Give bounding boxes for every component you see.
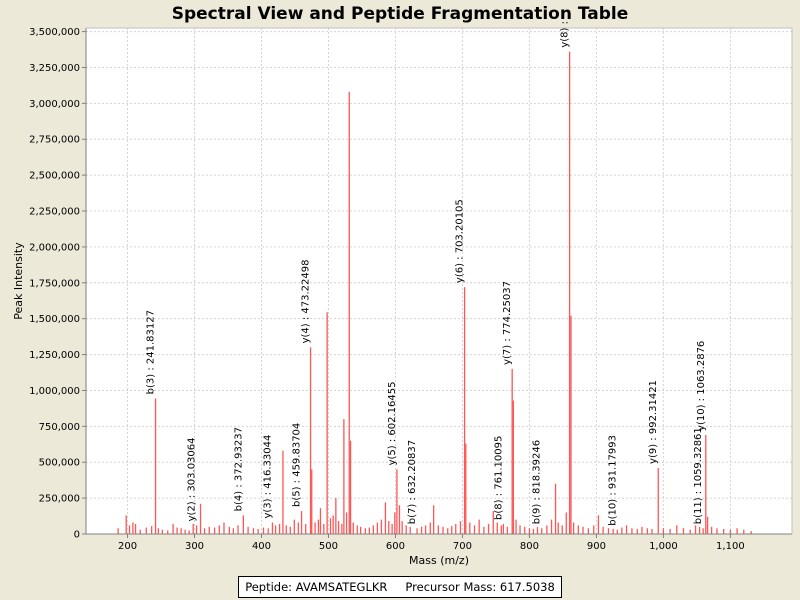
peak-annotation: y(5) : 602.16455	[387, 382, 398, 466]
precursor-mass-label: Precursor Mass: 617.5038	[405, 580, 555, 594]
y-tick-label: 2,500,000	[29, 171, 80, 182]
peak-bars	[117, 51, 752, 534]
x-tick-label: 200	[118, 541, 137, 552]
peak-annotation: y(4) : 473.22498	[301, 259, 312, 343]
y-tick-label: 2,000,000	[29, 242, 80, 253]
peak-annotation: b(3) : 241.83127	[146, 310, 157, 394]
peptide-label: Peptide: AVAMSATEGLKR	[245, 580, 388, 594]
peak-annotation: y(6) : 703.20105	[455, 199, 466, 283]
y-tick-label: 2,750,000	[29, 135, 80, 146]
y-tick-label: 2,250,000	[29, 207, 80, 218]
x-axis-title: Mass (m/z)	[409, 554, 469, 567]
peak-annotation: y(9) : 992.31421	[648, 380, 659, 464]
y-tick-label: 1,500,000	[29, 314, 80, 325]
plot-area	[86, 28, 792, 534]
x-tick-label: 1,000	[649, 541, 678, 552]
axes: 0 250,000 500,000 750,000 1,000,000 1,250,000…	[29, 27, 793, 552]
peak-annotations: b(3) : 241.83127 y(2) : 303.03064 b(4) : 3…	[146, 21, 707, 526]
peak-annotation: y(2) : 303.03064	[187, 437, 198, 521]
peak-annotation: b(7) : 632.20837	[407, 440, 418, 524]
x-tick-label: 300	[185, 541, 204, 552]
peak-annotation: b(8) : 761.10095	[493, 436, 504, 520]
legend-box: Peptide: AVAMSATEGLKR Precursor Mass: 61…	[238, 576, 562, 598]
y-tick-label: 1,000,000	[29, 386, 80, 397]
peak-annotation: b(4) : 372.93237	[233, 427, 244, 511]
peak-annotation: y(8) :	[560, 21, 571, 48]
peak-annotation: y(10) : 1063.2876	[696, 341, 707, 431]
peak-annotation: b(9) : 818.39246	[532, 440, 543, 524]
y-tick-label: 500,000	[39, 458, 80, 469]
y-tick-label: 3,500,000	[29, 27, 80, 38]
x-tick-label: 700	[453, 541, 472, 552]
y-tick-label: 1,250,000	[29, 350, 80, 361]
x-tick-label: 500	[319, 541, 338, 552]
x-tick-label: 1,100	[716, 541, 745, 552]
x-tick-label: 600	[386, 541, 405, 552]
y-tick-label: 3,250,000	[29, 63, 80, 74]
peak-annotation: b(5) : 459.83704	[292, 423, 303, 507]
x-tick-label: 800	[520, 541, 539, 552]
y-tick-label: 3,000,000	[29, 99, 80, 110]
y-axis-title: Peak Intensity	[12, 242, 25, 320]
x-tick-label: 900	[587, 541, 606, 552]
y-tick-label: 1,750,000	[29, 278, 80, 289]
peak-annotation: y(3) : 416.33044	[262, 435, 273, 519]
chart-title: Spectral View and Peptide Fragmentation …	[172, 4, 629, 24]
y-tick-label: 250,000	[39, 494, 80, 505]
gridlines	[86, 28, 792, 535]
y-tick-label: 750,000	[39, 422, 80, 433]
x-tick-label: 400	[252, 541, 271, 552]
peak-annotation: b(11) : 1059.32861	[693, 427, 704, 524]
peak-annotation: y(7) : 774.25037	[502, 281, 513, 365]
peak-annotation: b(10) : 931.17993	[607, 435, 618, 526]
y-tick-label: 0	[74, 530, 80, 541]
